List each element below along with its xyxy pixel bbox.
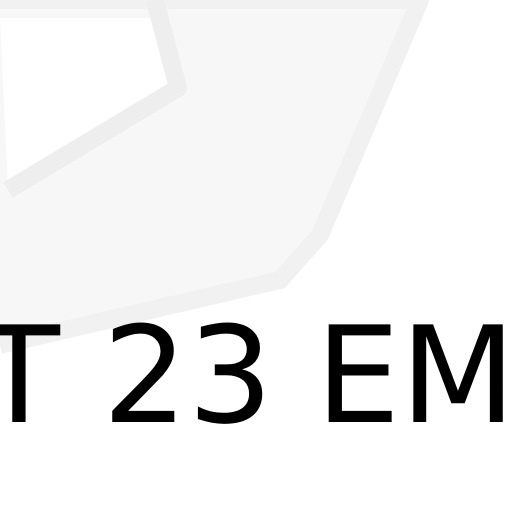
watermark-inner-outline (3, 0, 187, 198)
headline-text: T 23 EME (0, 298, 512, 454)
watermark-window (0, 18, 178, 190)
watermark-outline (0, 0, 429, 354)
